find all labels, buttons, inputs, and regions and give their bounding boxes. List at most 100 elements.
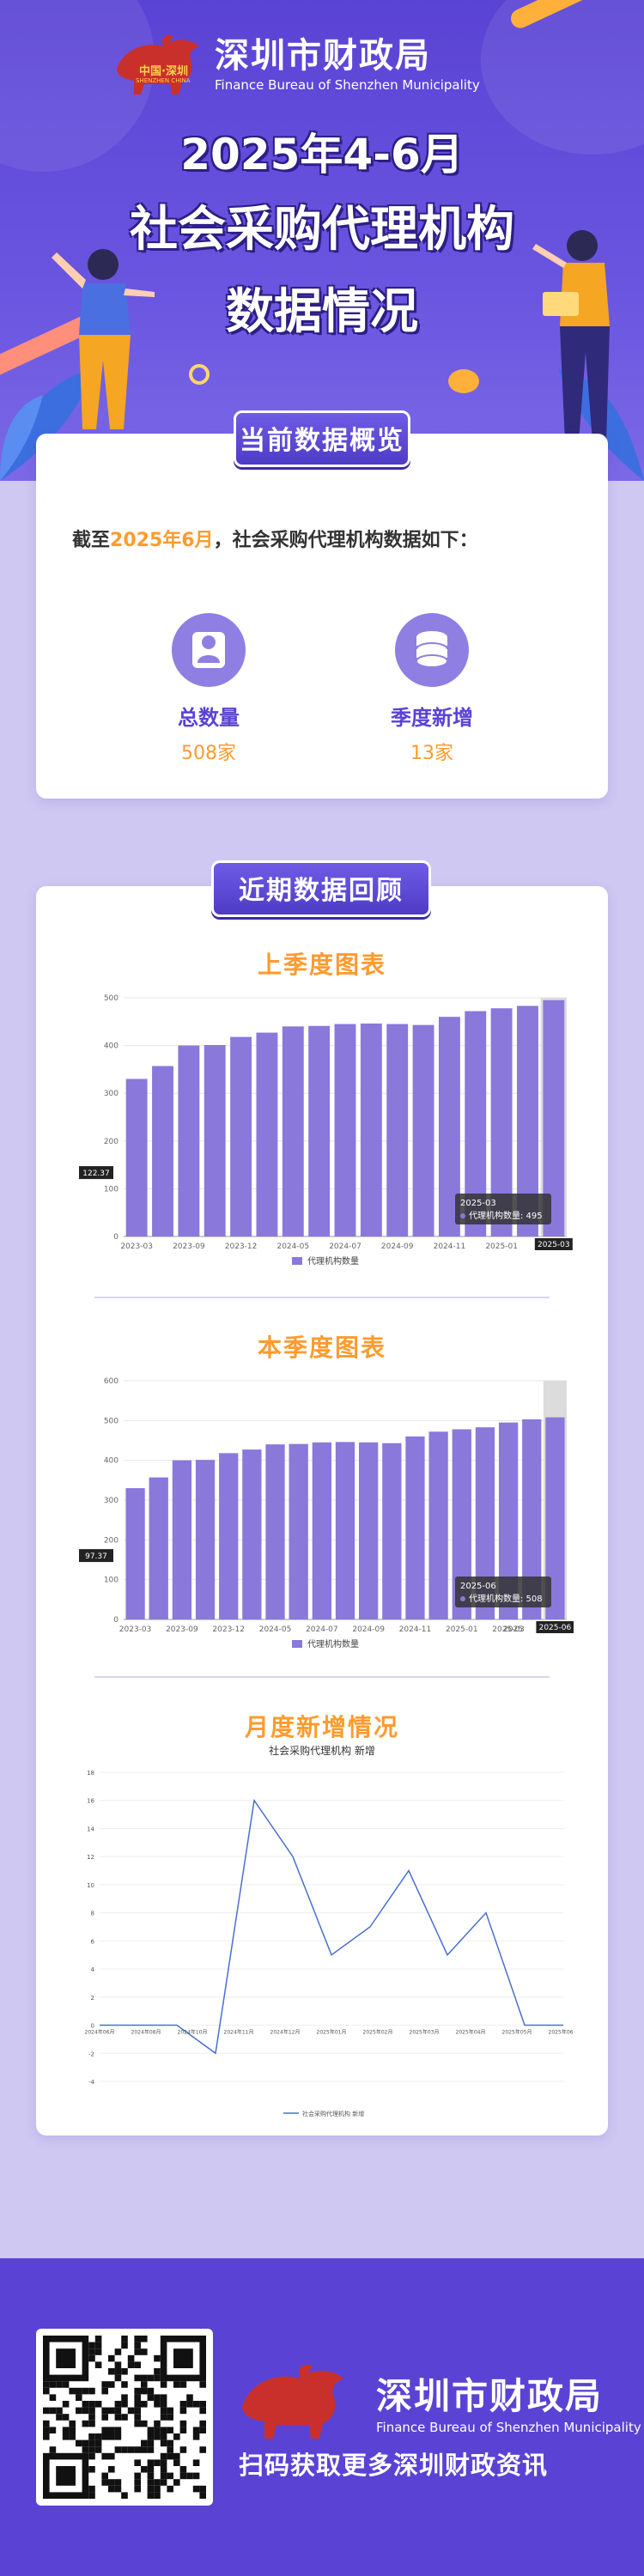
x-tick-label: 2023-03 xyxy=(119,1625,152,1634)
decor-stripes xyxy=(0,0,644,481)
qr-module xyxy=(101,2472,108,2480)
tooltip-category: 2025-03 xyxy=(460,1199,496,1208)
qr-module xyxy=(173,2433,180,2440)
qr-module xyxy=(127,2361,135,2368)
qr-module xyxy=(94,2342,102,2349)
qr-module xyxy=(76,2394,82,2401)
qr-module xyxy=(82,2407,89,2415)
y-tick-label: 600 xyxy=(104,1377,118,1386)
bar xyxy=(359,1442,379,1619)
qr-module xyxy=(154,2485,161,2493)
qr-module xyxy=(94,2401,102,2408)
x-tick-label: 2024-11 xyxy=(434,1242,466,1251)
qr-module xyxy=(147,2492,155,2499)
legend-swatch xyxy=(292,1257,302,1265)
qr-module xyxy=(199,2427,206,2433)
qr-module xyxy=(134,2446,141,2453)
qr-module xyxy=(76,2407,82,2415)
x-tick-label: 2024-11 xyxy=(399,1625,432,1634)
qr-module xyxy=(121,2336,128,2342)
qr-module xyxy=(147,2446,155,2453)
x-tick-label: 2024年10月 xyxy=(178,2029,208,2036)
x-tick-label: 2025年04月 xyxy=(456,2029,486,2036)
x-tick-label: 2023-12 xyxy=(225,1242,258,1251)
divider-2 xyxy=(94,1676,550,1678)
y-pointer-label: 122.37 xyxy=(82,1170,110,1178)
bar xyxy=(230,1036,252,1236)
stat-total-value: 508家 xyxy=(181,743,236,764)
qr-module xyxy=(147,2466,155,2473)
qr-module xyxy=(199,2485,206,2493)
qr-module xyxy=(82,2439,89,2447)
x-tick-label: 2024-05 xyxy=(259,1625,292,1634)
y-tick-label: 200 xyxy=(104,1536,118,1545)
org-name-en: Finance Bureau of Shenzhen Municipality xyxy=(215,77,480,93)
qr-module xyxy=(127,2407,135,2415)
qr-module xyxy=(62,2414,70,2421)
qr-module xyxy=(167,2427,173,2433)
qr-module xyxy=(114,2374,122,2382)
qr-module xyxy=(101,2427,108,2433)
qr-module xyxy=(108,2466,115,2473)
qr-module xyxy=(101,2452,108,2460)
qr-module xyxy=(94,2348,102,2355)
qr-module xyxy=(179,2381,187,2388)
bar xyxy=(428,1431,448,1619)
x-tick-label: 2024-07 xyxy=(329,1242,361,1251)
qr-code[interactable] xyxy=(36,2329,213,2506)
qr-module xyxy=(108,2485,115,2493)
qr-module xyxy=(88,2348,95,2355)
y-tick-label: 0 xyxy=(113,1233,118,1242)
qr-module xyxy=(88,2387,95,2395)
review-tab: 近期数据回顾 xyxy=(211,860,431,917)
qr-module xyxy=(147,2459,155,2466)
monthly-line-chart: -4 -2 0 2 4 6 8 10 12 14 16 18 2024年06月 2024年08月 2024年… xyxy=(85,1770,574,2117)
qr-module xyxy=(154,2368,161,2375)
bar xyxy=(498,1422,519,1619)
qr-module xyxy=(147,2394,155,2401)
bar xyxy=(204,1045,226,1236)
x-tick-label: 2023-09 xyxy=(173,1242,205,1251)
qr-module xyxy=(192,2427,200,2433)
qr-module xyxy=(160,2479,167,2486)
bar xyxy=(219,1453,239,1619)
seal-subtext: SHENZHEN CHINA xyxy=(136,77,191,84)
y-tick-label: 500 xyxy=(104,994,118,1003)
x-tick-label: 2025年01月 xyxy=(317,2029,347,2036)
qr-module xyxy=(49,2446,57,2453)
qr-module xyxy=(179,2427,187,2433)
stat-total: 总数量 508家 xyxy=(140,613,277,765)
qr-module xyxy=(108,2381,115,2388)
footer-org-en: Finance Bureau of Shenzhen Municipality xyxy=(376,2419,641,2435)
qr-module xyxy=(43,2387,50,2395)
divider-1 xyxy=(94,1297,550,1298)
y-tick-label: 18 xyxy=(87,1770,94,1777)
bar xyxy=(308,1025,331,1236)
qr-module xyxy=(62,2401,70,2408)
qr-finder xyxy=(56,2348,76,2368)
qr-module xyxy=(186,2394,193,2401)
qr-module xyxy=(114,2414,122,2421)
qr-module xyxy=(62,2433,70,2440)
qr-module xyxy=(147,2479,155,2486)
qr-module xyxy=(88,2401,95,2408)
tooltip-box xyxy=(455,1194,551,1224)
qr-module xyxy=(167,2446,173,2453)
qr-module xyxy=(88,2354,95,2362)
qr-module xyxy=(76,2387,82,2395)
x-pointer-box xyxy=(534,1238,573,1250)
y-tick-label: 100 xyxy=(104,1185,118,1194)
qr-module xyxy=(49,2407,57,2415)
legend-label: 代理机构数量 xyxy=(307,1638,359,1649)
qr-module xyxy=(94,2433,102,2440)
qr-module xyxy=(186,2472,193,2480)
bar xyxy=(149,1477,168,1619)
this-quarter-bar-chart: 0 100 200 300 400 500 600 2023-03 2023-09 2023-12… xyxy=(79,1377,574,1649)
qr-module xyxy=(154,2459,161,2466)
title-main: 社会采购代理机构 xyxy=(130,202,514,258)
intro-date: 2025年6月 xyxy=(110,530,214,551)
qr-module xyxy=(141,2420,148,2427)
tooltip-category: 2025-06 xyxy=(460,1582,496,1591)
x-tick-label: 2024年06月 xyxy=(85,2029,115,2036)
y-tick-label: -4 xyxy=(88,2079,95,2086)
